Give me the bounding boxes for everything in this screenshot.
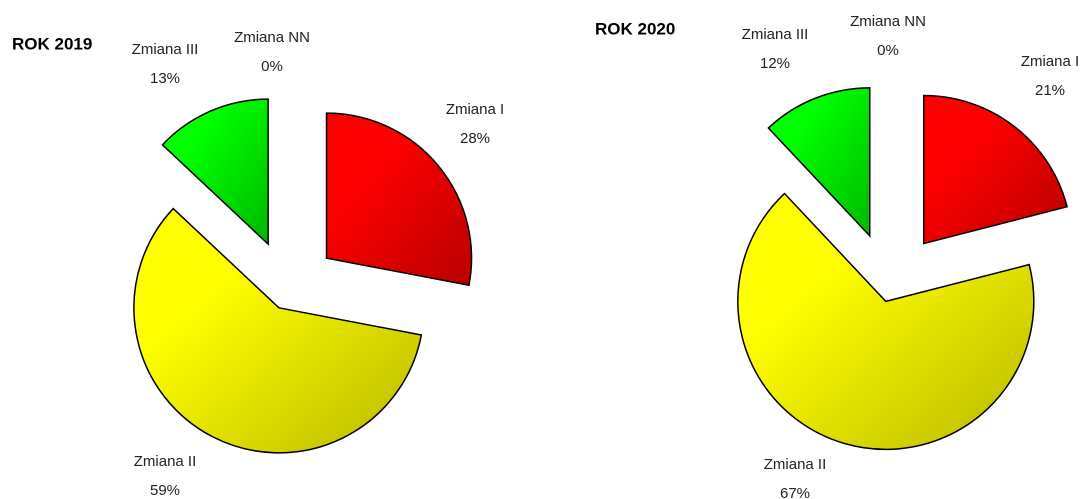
slice-category: Zmiana NN — [850, 13, 926, 30]
pie-slice — [767, 87, 871, 238]
slice-category: Zmiana III — [742, 26, 809, 43]
slice-value-label: 59% — [150, 482, 180, 499]
slice-category: Zmiana III — [132, 41, 199, 58]
pie-slice — [161, 98, 269, 246]
slice-value-label: 21% — [1035, 82, 1065, 99]
slice-category: Zmiana I — [1021, 53, 1079, 70]
slice-category: Zmiana NN — [234, 29, 310, 46]
slice-category: Zmiana I — [446, 101, 504, 118]
slice-value-label: 0% — [261, 58, 283, 75]
slice-value-label: 0% — [877, 42, 899, 59]
pie-slice — [922, 94, 1068, 245]
pie-slice — [737, 192, 1035, 451]
chart-title: ROK 2019 — [12, 34, 92, 53]
pie-slice — [133, 207, 423, 454]
pie-slice — [325, 112, 473, 287]
chart-title: ROK 2020 — [595, 19, 675, 38]
slice-value-label: 28% — [460, 130, 490, 147]
slice-value-label: 13% — [150, 70, 180, 87]
slice-value-label: 67% — [780, 485, 810, 499]
slice-category: Zmiana II — [134, 453, 197, 470]
slice-category: Zmiana II — [764, 456, 827, 473]
slice-value-label: 12% — [760, 55, 790, 72]
